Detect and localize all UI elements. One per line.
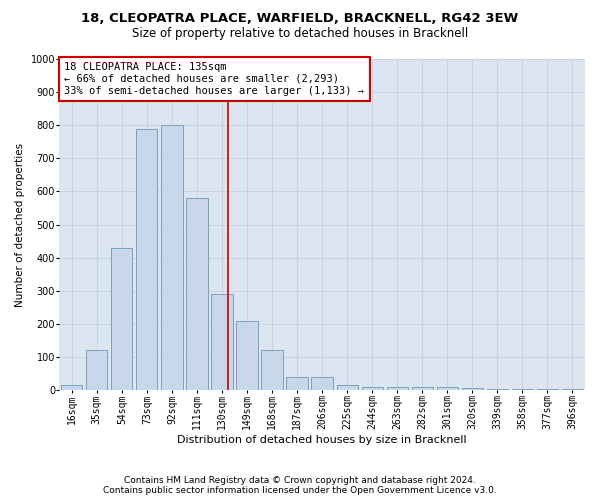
Bar — [311, 377, 333, 390]
Text: Contains HM Land Registry data © Crown copyright and database right 2024.: Contains HM Land Registry data © Crown c… — [124, 476, 476, 485]
Bar — [461, 388, 483, 390]
Bar — [512, 389, 533, 390]
Bar — [437, 386, 458, 390]
Bar — [136, 128, 157, 390]
Bar — [262, 350, 283, 390]
Bar — [487, 389, 508, 390]
Bar — [337, 385, 358, 390]
Bar — [562, 389, 583, 390]
Text: 18 CLEOPATRA PLACE: 135sqm
← 66% of detached houses are smaller (2,293)
33% of s: 18 CLEOPATRA PLACE: 135sqm ← 66% of deta… — [64, 62, 364, 96]
Bar — [412, 388, 433, 390]
Bar — [286, 377, 308, 390]
Text: 18, CLEOPATRA PLACE, WARFIELD, BRACKNELL, RG42 3EW: 18, CLEOPATRA PLACE, WARFIELD, BRACKNELL… — [82, 12, 518, 26]
Bar — [211, 294, 233, 390]
Y-axis label: Number of detached properties: Number of detached properties — [15, 142, 25, 306]
Bar — [186, 198, 208, 390]
Bar — [86, 350, 107, 390]
X-axis label: Distribution of detached houses by size in Bracknell: Distribution of detached houses by size … — [177, 435, 467, 445]
Text: Size of property relative to detached houses in Bracknell: Size of property relative to detached ho… — [132, 28, 468, 40]
Bar — [61, 385, 82, 390]
Bar — [386, 388, 408, 390]
Bar — [362, 386, 383, 390]
Bar — [111, 248, 133, 390]
Bar — [236, 320, 257, 390]
Bar — [537, 389, 558, 390]
Bar — [161, 125, 182, 390]
Text: Contains public sector information licensed under the Open Government Licence v3: Contains public sector information licen… — [103, 486, 497, 495]
